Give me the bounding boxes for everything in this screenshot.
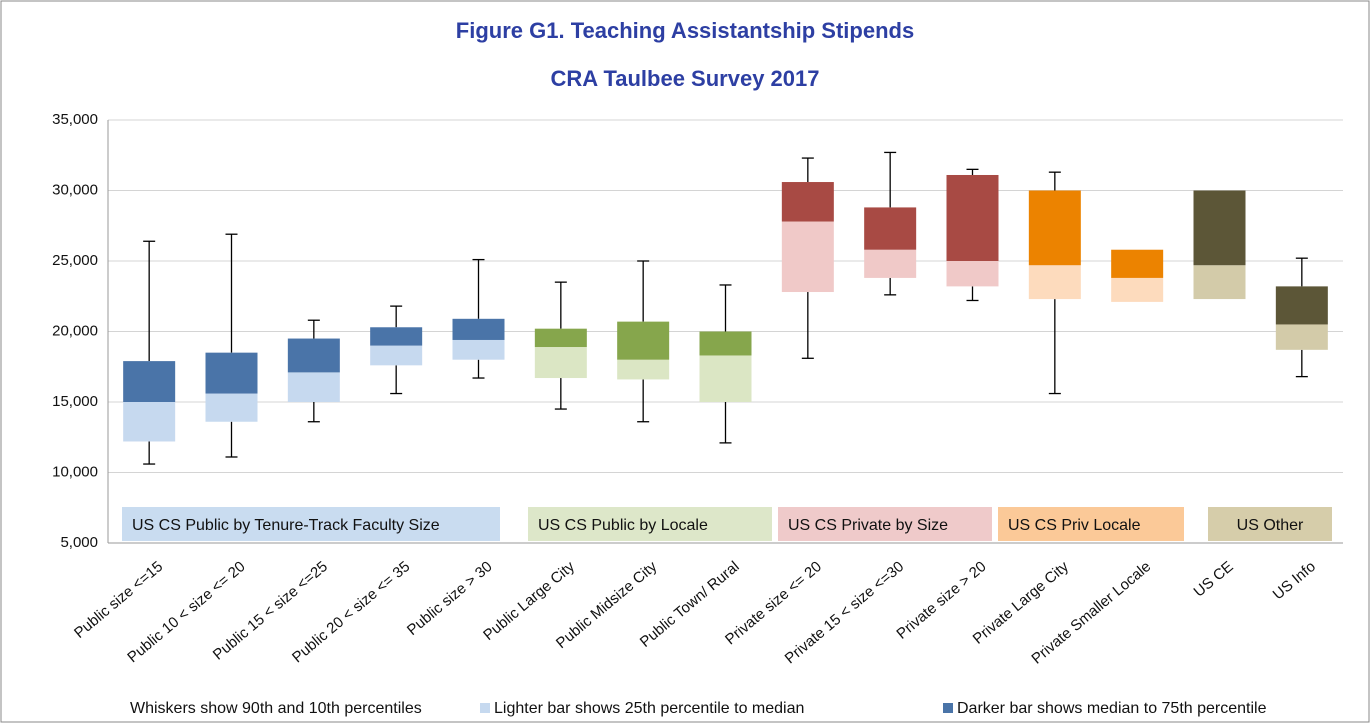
- y-tick-label: 10,000: [52, 463, 98, 480]
- box-lower: [864, 249, 917, 278]
- note: Lighter bar shows 25th percentile to med…: [494, 700, 804, 717]
- group-label: US CS Public by Tenure-Track Faculty Siz…: [132, 517, 440, 534]
- box-upper: [781, 182, 834, 222]
- group-label: US CS Private by Size: [788, 517, 948, 534]
- box-upper: [1193, 190, 1246, 266]
- box-upper: [370, 327, 423, 346]
- group-label: US CS Public by Locale: [538, 517, 708, 534]
- group-box: [1208, 507, 1332, 541]
- y-tick-label: 15,000: [52, 393, 98, 410]
- legend-swatch: [943, 703, 953, 713]
- box-lower: [781, 221, 834, 293]
- box-lower: [370, 345, 423, 366]
- chart-subtitle: CRA Taulbee Survey 2017: [550, 66, 819, 91]
- y-tick-label: 5,000: [60, 534, 98, 551]
- y-tick-label: 35,000: [52, 111, 98, 128]
- note: Whiskers show 90th and 10th percentiles: [130, 700, 422, 717]
- box-lower: [1111, 277, 1164, 302]
- group-box: [778, 507, 992, 541]
- box-upper: [205, 352, 258, 394]
- chart-title: Figure G1. Teaching Assistantship Stipen…: [456, 18, 914, 43]
- y-tick-label: 30,000: [52, 181, 98, 198]
- box-upper: [946, 174, 999, 261]
- box-upper: [617, 321, 670, 360]
- box-upper: [534, 328, 587, 348]
- box-upper: [864, 207, 917, 250]
- group-box: [528, 507, 772, 541]
- y-tick-label: 25,000: [52, 252, 98, 269]
- box-lower: [205, 393, 258, 422]
- group-box: [122, 507, 500, 541]
- box-lower: [1275, 324, 1328, 350]
- note: Darker bar shows median to 75th percenti…: [957, 700, 1267, 717]
- box-upper: [123, 361, 176, 402]
- group-label: US CS Priv Locale: [1008, 517, 1141, 534]
- box-lower: [123, 402, 176, 442]
- box-lower: [534, 347, 587, 379]
- box-upper: [452, 318, 505, 340]
- box-lower: [946, 261, 999, 287]
- group-box: [998, 507, 1184, 541]
- box-upper: [287, 338, 340, 373]
- box-lower: [699, 355, 752, 402]
- box-lower: [452, 339, 505, 360]
- box-upper: [1275, 286, 1328, 325]
- y-tick-label: 20,000: [52, 322, 98, 339]
- box-lower: [1028, 265, 1081, 300]
- box-lower: [287, 372, 340, 402]
- box-lower: [1193, 265, 1246, 300]
- group-label: US Other: [1237, 517, 1304, 534]
- box-upper: [699, 331, 752, 356]
- box-lower: [617, 359, 670, 380]
- box-upper: [1028, 190, 1081, 266]
- legend-swatch: [480, 703, 490, 713]
- box-upper: [1111, 249, 1164, 278]
